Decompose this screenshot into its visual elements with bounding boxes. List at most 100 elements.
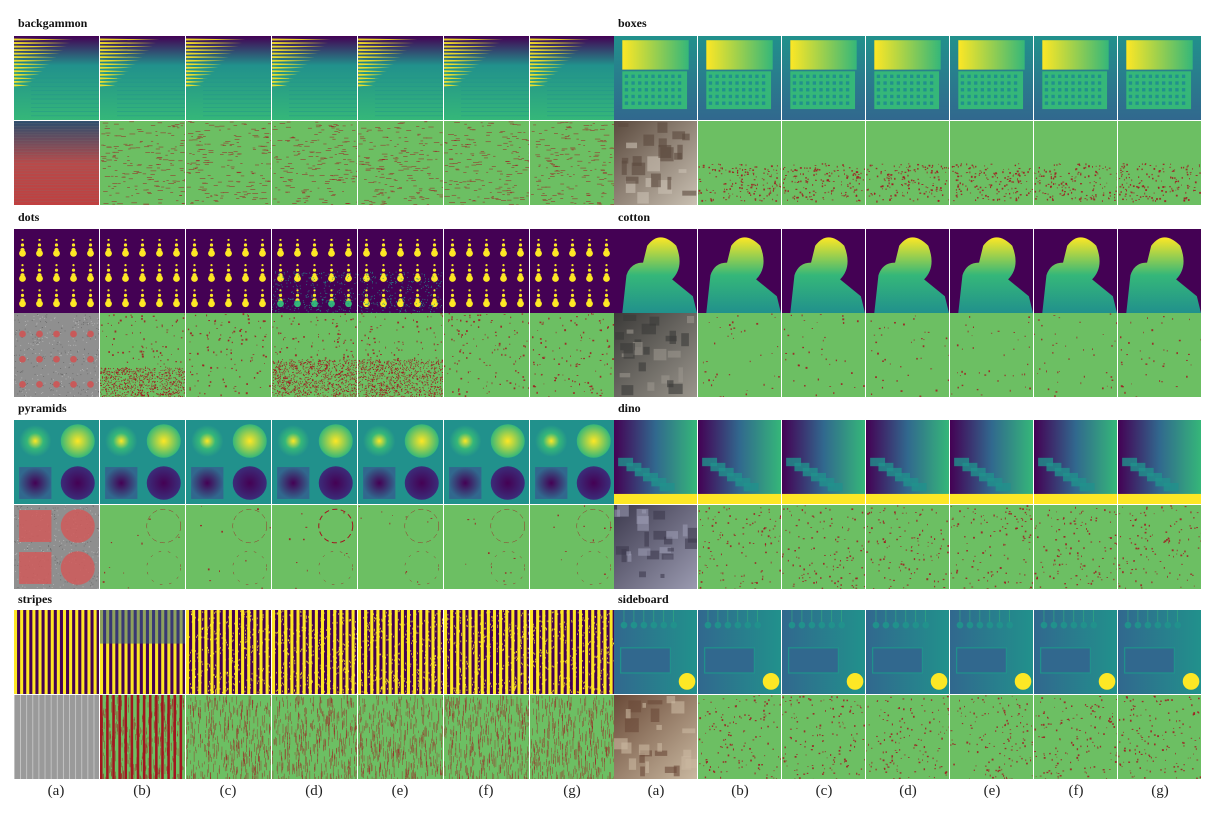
depth-map-pyramids-2 (186, 420, 271, 504)
column-caption-right-2: (c) (815, 783, 833, 799)
depth-map-dino-6 (1118, 420, 1201, 504)
depth-map-cotton-1 (698, 229, 781, 313)
depth-map-sideboard-0 (614, 610, 697, 694)
error-map-sideboard-6 (1118, 695, 1201, 779)
depth-map-dots-0 (14, 229, 99, 313)
error-map-pyramids-2 (186, 505, 271, 589)
depth-map-pyramids-5 (444, 420, 529, 504)
depth-map-stripes-2 (186, 610, 271, 694)
error-map-pyramids-5 (444, 505, 529, 589)
depth-map-sideboard-3 (866, 610, 949, 694)
depth-map-dots-2 (186, 229, 271, 313)
depth-map-dino-0 (614, 420, 697, 504)
error-map-dino-6 (1118, 505, 1201, 589)
depth-map-stripes-0 (14, 610, 99, 694)
depth-map-boxes-0 (614, 36, 697, 120)
depth-map-boxes-1 (698, 36, 781, 120)
depth-map-sideboard-6 (1118, 610, 1201, 694)
depth-map-dots-6 (530, 229, 615, 313)
error-map-cotton-4 (950, 313, 1033, 397)
column-caption-right-0: (a) (647, 783, 665, 799)
error-map-stripes-5 (444, 695, 529, 779)
panel-label-boxes: boxes (618, 16, 647, 30)
column-caption-right-1: (b) (731, 783, 749, 799)
depth-map-dots-1 (100, 229, 185, 313)
panel-label-dino: dino (618, 401, 641, 415)
depth-map-cotton-3 (866, 229, 949, 313)
error-map-stripes-2 (186, 695, 271, 779)
depth-map-cotton-4 (950, 229, 1033, 313)
panel-label-pyramids: pyramids (18, 401, 67, 415)
panel-label-backgammon: backgammon (18, 16, 88, 30)
error-map-pyramids-3 (272, 505, 357, 589)
error-map-boxes-6 (1118, 121, 1201, 205)
error-map-backgammon-1 (100, 121, 185, 205)
error-map-dino-1 (698, 505, 781, 589)
error-map-dino-5 (1034, 505, 1117, 589)
panel-label-sideboard: sideboard (618, 592, 669, 606)
input-image-stripes (14, 695, 99, 779)
depth-map-dino-4 (950, 420, 1033, 504)
depth-map-boxes-5 (1034, 36, 1117, 120)
depth-map-dots-3 (272, 229, 357, 313)
depth-map-backgammon-6 (530, 36, 615, 120)
error-map-pyramids-4 (358, 505, 443, 589)
depth-map-pyramids-0 (14, 420, 99, 504)
depth-map-dots-5 (444, 229, 529, 313)
depth-map-pyramids-6 (530, 420, 615, 504)
error-map-dots-3 (272, 313, 357, 397)
error-map-sideboard-5 (1034, 695, 1117, 779)
error-map-pyramids-1 (100, 505, 185, 589)
depth-map-pyramids-1 (100, 420, 185, 504)
error-map-dino-3 (866, 505, 949, 589)
error-map-backgammon-3 (272, 121, 357, 205)
depth-map-backgammon-3 (272, 36, 357, 120)
depth-map-cotton-2 (782, 229, 865, 313)
column-caption-right-6: (g) (1151, 783, 1169, 799)
panel-label-dots: dots (18, 210, 40, 224)
depth-map-boxes-2 (782, 36, 865, 120)
depth-map-dino-2 (782, 420, 865, 504)
error-map-stripes-4 (358, 695, 443, 779)
column-caption-left-6: (g) (563, 783, 581, 799)
error-map-boxes-3 (866, 121, 949, 205)
error-map-cotton-2 (782, 313, 865, 397)
error-map-dino-4 (950, 505, 1033, 589)
panel-label-cotton: cotton (618, 210, 650, 224)
error-map-backgammon-6 (530, 121, 615, 205)
depth-map-backgammon-0 (14, 36, 99, 120)
error-map-stripes-1 (100, 695, 185, 779)
depth-map-boxes-6 (1118, 36, 1201, 120)
column-caption-left-1: (b) (133, 783, 151, 799)
depth-map-cotton-6 (1118, 229, 1201, 313)
error-map-boxes-5 (1034, 121, 1117, 205)
column-caption-left-0: (a) (47, 783, 65, 799)
depth-map-pyramids-3 (272, 420, 357, 504)
error-map-dots-1 (100, 313, 185, 397)
depth-map-dots-4 (358, 229, 443, 313)
error-map-boxes-4 (950, 121, 1033, 205)
column-caption-left-4: (e) (391, 783, 409, 799)
error-map-dots-5 (444, 313, 529, 397)
input-image-cotton (614, 313, 697, 397)
depth-map-sideboard-5 (1034, 610, 1117, 694)
error-map-cotton-5 (1034, 313, 1117, 397)
error-map-cotton-6 (1118, 313, 1201, 397)
depth-map-dino-1 (698, 420, 781, 504)
input-image-sideboard (614, 695, 697, 779)
panel-label-stripes: stripes (18, 592, 52, 606)
error-map-boxes-2 (782, 121, 865, 205)
depth-map-stripes-3 (272, 610, 357, 694)
depth-map-backgammon-1 (100, 36, 185, 120)
error-map-dots-6 (530, 313, 615, 397)
input-image-dino (614, 505, 697, 589)
error-map-backgammon-4 (358, 121, 443, 205)
column-caption-right-3: (d) (899, 783, 917, 799)
error-map-stripes-3 (272, 695, 357, 779)
error-map-sideboard-4 (950, 695, 1033, 779)
depth-map-pyramids-4 (358, 420, 443, 504)
column-caption-right-5: (f) (1068, 783, 1084, 799)
column-caption-left-5: (f) (478, 783, 494, 799)
column-caption-left-3: (d) (305, 783, 323, 799)
depth-map-stripes-1 (100, 610, 185, 694)
